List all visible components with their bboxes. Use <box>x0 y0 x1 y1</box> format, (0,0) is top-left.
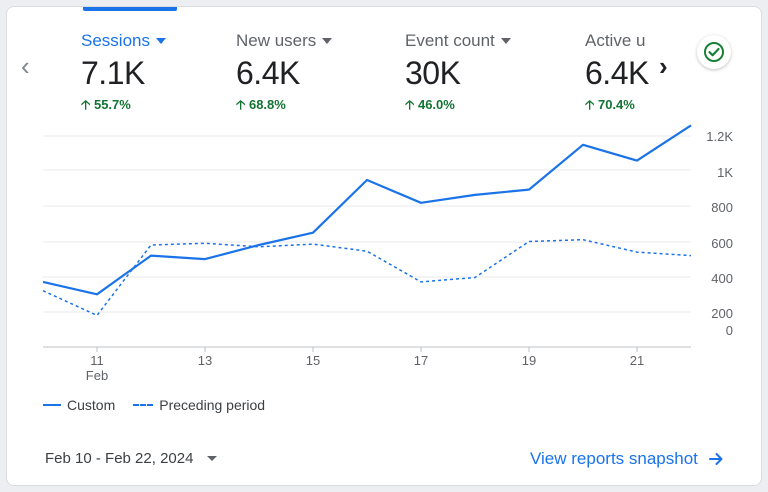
x-tick-label: 13 <box>198 353 212 368</box>
legend-solid-swatch <box>43 404 61 406</box>
y-tick-label: 1K <box>717 165 733 180</box>
metric-label: New users <box>236 31 317 50</box>
check-circle-icon[interactable] <box>697 35 731 69</box>
arrow-up-icon: 🡡 <box>236 97 246 112</box>
y-tick-label: 800 <box>711 200 733 215</box>
metric-event-count[interactable]: Event count 30K 🡡 46.0% <box>405 31 555 118</box>
metric-change: 68.8% <box>248 97 286 112</box>
y-tick-label: 200 <box>711 306 733 321</box>
analytics-card: ‹ Sessions 7.1K 🡡 55.7% New users 6.4K 🡡… <box>6 6 762 486</box>
metric-value: 6.4K <box>236 55 300 91</box>
metric-value: 7.1K <box>81 55 145 91</box>
y-axis-ticks: 1.2K 1K 800 600 400 200 0 <box>706 129 733 338</box>
x-tick-label: 19 <box>522 353 536 368</box>
series-line-preceding-period <box>42 238 692 317</box>
legend-custom-label: Custom <box>67 397 116 413</box>
y-tick-label: 1.2K <box>706 129 733 144</box>
dropdown-caret-icon <box>207 456 218 461</box>
y-tick-label: 400 <box>711 271 733 286</box>
chart-grid <box>43 135 691 348</box>
series-line-custom <box>42 124 692 296</box>
dropdown-caret-icon[interactable] <box>322 38 333 44</box>
active-tab-indicator <box>83 7 177 11</box>
metric-change: 70.4% <box>597 97 635 112</box>
legend-preceding-label: Preceding period <box>159 397 266 413</box>
y-tick-label: 600 <box>711 236 733 251</box>
metric-label: Event count <box>405 31 495 50</box>
legend-dashed-swatch <box>133 404 154 406</box>
metric-value: 30K <box>405 55 461 91</box>
x-tick-label: 21 <box>630 353 644 368</box>
arrow-up-icon: 🡡 <box>81 97 91 112</box>
metric-change: 55.7% <box>93 97 131 112</box>
dropdown-caret-icon[interactable] <box>500 38 511 44</box>
x-tick-sublabel: Feb <box>86 368 108 383</box>
metric-sessions[interactable]: Sessions 7.1K 🡡 55.7% <box>81 31 231 118</box>
metric-value: 6.4K <box>585 55 649 91</box>
metric-change: 46.0% <box>417 97 455 112</box>
chevron-right-icon[interactable]: › <box>659 51 668 81</box>
metric-label: Sessions <box>81 31 150 50</box>
arrow-right-icon <box>708 453 723 465</box>
date-range-selector[interactable]: Feb 10 - Feb 22, 2024 <box>45 450 218 467</box>
date-range-label: Feb 10 - Feb 22, 2024 <box>45 450 194 467</box>
metric-new-users[interactable]: New users 6.4K 🡡 68.8% <box>236 31 386 118</box>
y-tick-label: 0 <box>726 323 733 338</box>
chevron-left-icon[interactable]: ‹ <box>21 51 30 81</box>
chart-series <box>42 124 692 317</box>
arrow-up-icon: 🡡 <box>585 97 595 112</box>
view-link-label: View reports snapshot <box>530 449 698 468</box>
x-tick-label: 11 <box>90 353 104 368</box>
x-tick-label: 17 <box>414 353 428 368</box>
view-reports-snapshot-link[interactable]: View reports snapshot <box>530 449 724 469</box>
metric-active-users[interactable]: Active u 6.4K 🡡 70.4% <box>585 31 649 118</box>
chart-legend: Custom Preceding period <box>43 397 265 413</box>
dropdown-caret-icon[interactable] <box>155 38 166 44</box>
arrow-up-icon: 🡡 <box>405 97 415 112</box>
metric-label: Active u <box>585 31 646 50</box>
x-tick-label: 15 <box>306 353 320 368</box>
